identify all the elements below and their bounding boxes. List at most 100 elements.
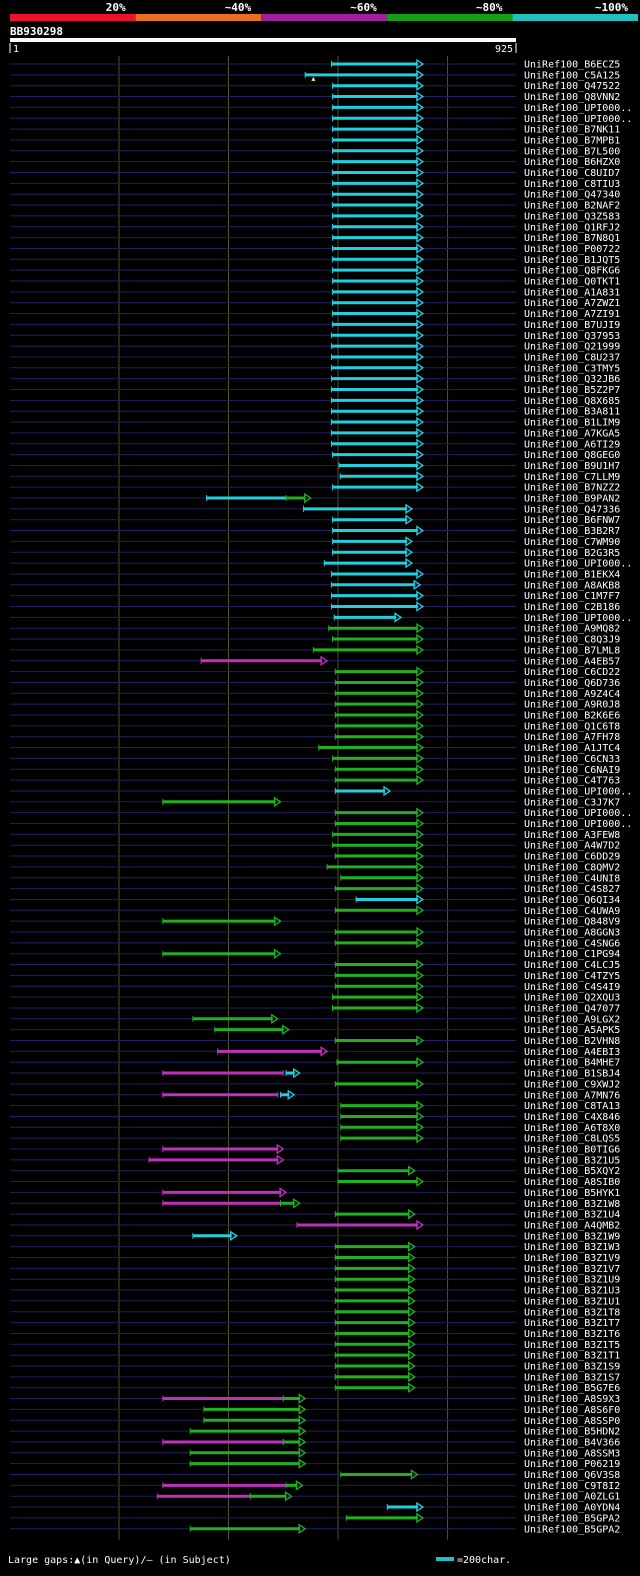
hit-label[interactable]: UniRef100_P06219 [524, 1459, 620, 1470]
hit-label[interactable]: UniRef100_C8QMV2 [524, 862, 620, 873]
hit-label[interactable]: UniRef100_Q1C6T8 [524, 721, 620, 732]
hit-label[interactable]: UniRef100_C1PG94 [524, 949, 620, 960]
hit-label[interactable]: UniRef100_C9XWJ2 [524, 1079, 620, 1090]
hit-label[interactable]: UniRef100_B9PAN2 [524, 494, 620, 505]
hit-label[interactable]: UniRef100_A9MQ82 [524, 624, 620, 635]
hit-label[interactable]: UniRef100_A3FEW8 [524, 830, 620, 841]
hit-label[interactable]: UniRef100_B3Z1S9 [524, 1362, 620, 1373]
hit-label[interactable]: UniRef100_B2NAF2 [524, 201, 620, 212]
hit-label[interactable]: UniRef100_UPI000.. [524, 808, 632, 819]
hit-label[interactable]: UniRef100_B7UJI9 [524, 320, 620, 331]
hit-label[interactable]: UniRef100_Q8GEG0 [524, 450, 620, 461]
hit-label[interactable]: UniRef100_A7ZI91 [524, 309, 620, 320]
hit-label[interactable]: UniRef100_B1LIM9 [524, 418, 620, 429]
hit-label[interactable]: UniRef100_A0ZLG1 [524, 1492, 620, 1503]
hit-label[interactable]: UniRef100_B0TIG6 [524, 1145, 620, 1156]
hit-label[interactable]: UniRef100_C1M7F7 [524, 591, 620, 602]
hit-label[interactable]: UniRef100_A7ZWZ1 [524, 298, 620, 309]
hit-label[interactable]: UniRef100_B3Z1U9 [524, 1275, 620, 1286]
hit-label[interactable]: UniRef100_A1A831 [524, 287, 620, 298]
hit-label[interactable]: UniRef100_Q6V3S8 [524, 1470, 620, 1481]
hit-label[interactable]: UniRef100_C8TIU3 [524, 179, 620, 190]
hit-label[interactable]: UniRef100_B7LML8 [524, 645, 620, 656]
hit-label[interactable]: UniRef100_B7NK11 [524, 125, 620, 136]
hit-label[interactable]: UniRef100_Q47522 [524, 81, 620, 92]
hit-label[interactable]: UniRef100_B3Z1T7 [524, 1318, 620, 1329]
hit-label[interactable]: UniRef100_C2B186 [524, 602, 620, 613]
hit-label[interactable]: UniRef100_UPI000.. [524, 786, 632, 797]
hit-label[interactable]: UniRef100_C6CN33 [524, 754, 620, 765]
hit-label[interactable]: UniRef100_C4UNI8 [524, 873, 620, 884]
hit-label[interactable]: UniRef100_A4EB57 [524, 656, 620, 667]
hit-label[interactable]: UniRef100_C4TZY5 [524, 971, 620, 982]
hit-label[interactable]: UniRef100_B7NZZ2 [524, 483, 620, 494]
hit-label[interactable]: UniRef100_C8TA13 [524, 1101, 620, 1112]
hit-label[interactable]: UniRef100_B3B2R7 [524, 526, 620, 537]
hit-label[interactable]: UniRef100_B3Z1W9 [524, 1231, 620, 1242]
hit-label[interactable]: UniRef100_B1EKX4 [524, 569, 620, 580]
hit-label[interactable]: UniRef100_Q8VNN2 [524, 92, 620, 103]
hit-label[interactable]: UniRef100_A4QMB2 [524, 1220, 620, 1231]
hit-label[interactable]: UniRef100_B3Z1V7 [524, 1264, 620, 1275]
hit-label[interactable]: UniRef100_B5HYK1 [524, 1188, 620, 1199]
hit-label[interactable]: UniRef100_B7L500 [524, 146, 620, 157]
hit-label[interactable]: UniRef100_C8UID7 [524, 168, 620, 179]
hit-label[interactable]: UniRef100_A8SIB0 [524, 1177, 620, 1188]
hit-label[interactable]: UniRef100_B6ECZ5 [524, 60, 620, 71]
hit-label[interactable]: UniRef100_B6HZX0 [524, 157, 620, 168]
hit-label[interactable]: UniRef100_Q47336 [524, 504, 620, 515]
hit-label[interactable]: UniRef100_A8S9X3 [524, 1394, 620, 1405]
hit-label[interactable]: UniRef100_B9U1H7 [524, 461, 620, 472]
hit-label[interactable]: UniRef100_C3TMY5 [524, 363, 620, 374]
hit-label[interactable]: UniRef100_UPI000.. [524, 103, 632, 114]
hit-label[interactable]: UniRef100_B4V366 [524, 1437, 620, 1448]
hit-label[interactable]: UniRef100_B5XQY2 [524, 1166, 620, 1177]
hit-label[interactable]: UniRef100_Q1RFJ2 [524, 222, 620, 233]
hit-label[interactable]: UniRef100_A6T8X0 [524, 1123, 620, 1134]
hit-label[interactable]: UniRef100_C9T8I2 [524, 1481, 620, 1492]
hit-label[interactable]: UniRef100_B6FNW7 [524, 515, 620, 526]
hit-label[interactable]: UniRef100_B2G3R5 [524, 548, 620, 559]
hit-label[interactable]: UniRef100_A4W7D2 [524, 841, 620, 852]
hit-label[interactable]: UniRef100_A8SSP0 [524, 1416, 620, 1427]
hit-label[interactable]: UniRef100_B3Z1T5 [524, 1340, 620, 1351]
hit-label[interactable]: UniRef100_Q0TKT1 [524, 277, 620, 288]
hit-label[interactable]: UniRef100_B4MHE7 [524, 1058, 620, 1069]
hit-label[interactable]: UniRef100_B3Z1T1 [524, 1351, 620, 1362]
hit-label[interactable]: UniRef100_C8LQS5 [524, 1134, 620, 1145]
hit-label[interactable]: UniRef100_Q8X685 [524, 396, 620, 407]
hit-label[interactable]: UniRef100_B3A811 [524, 407, 620, 418]
hit-label[interactable]: UniRef100_UPI000.. [524, 613, 632, 624]
hit-label[interactable]: UniRef100_B3Z1W3 [524, 1242, 620, 1253]
hit-label[interactable]: UniRef100_B5G7E6 [524, 1383, 620, 1394]
hit-label[interactable]: UniRef100_Q848V9 [524, 917, 620, 928]
hit-label[interactable]: UniRef100_B5Z2P7 [524, 385, 620, 396]
hit-label[interactable]: UniRef100_A7MN76 [524, 1090, 620, 1101]
hit-label[interactable]: UniRef100_C4SNG6 [524, 938, 620, 949]
hit-label[interactable]: UniRef100_Q6QI34 [524, 895, 620, 906]
hit-label[interactable]: UniRef100_Q21999 [524, 342, 620, 353]
hit-label[interactable]: UniRef100_Q37953 [524, 331, 620, 342]
hit-label[interactable]: UniRef100_A0YDN4 [524, 1503, 620, 1514]
hit-label[interactable]: UniRef100_B7N8Q1 [524, 233, 620, 244]
hit-label[interactable]: UniRef100_B5GPA2 [524, 1513, 620, 1524]
hit-label[interactable]: UniRef100_C6DD29 [524, 852, 620, 863]
hit-label[interactable]: UniRef100_UPI000.. [524, 559, 632, 570]
hit-label[interactable]: UniRef100_B2VHN8 [524, 1036, 620, 1047]
hit-label[interactable]: UniRef100_A8AKB8 [524, 580, 620, 591]
hit-label[interactable]: UniRef100_C3J7K7 [524, 797, 620, 808]
hit-label[interactable]: UniRef100_C6CD22 [524, 667, 620, 678]
hit-label[interactable]: UniRef100_A8GGN3 [524, 928, 620, 939]
hit-label[interactable]: UniRef100_B7MPB1 [524, 135, 620, 146]
hit-label[interactable]: UniRef100_Q6D736 [524, 678, 620, 689]
hit-label[interactable]: UniRef100_Q2XQU3 [524, 993, 620, 1004]
hit-label[interactable]: UniRef100_Q47077 [524, 1003, 620, 1014]
hit-label[interactable]: UniRef100_B3Z1U1 [524, 1296, 620, 1307]
hit-label[interactable]: UniRef100_UPI000.. [524, 819, 632, 830]
hit-label[interactable]: UniRef100_UPI000.. [524, 114, 632, 125]
hit-label[interactable]: UniRef100_C5A125 [524, 70, 620, 81]
hit-label[interactable]: UniRef100_Q47340 [524, 190, 620, 201]
hit-label[interactable]: UniRef100_C4T763 [524, 776, 620, 787]
hit-label[interactable]: UniRef100_C4S827 [524, 884, 620, 895]
hit-label[interactable]: UniRef100_B3Z1T6 [524, 1329, 620, 1340]
